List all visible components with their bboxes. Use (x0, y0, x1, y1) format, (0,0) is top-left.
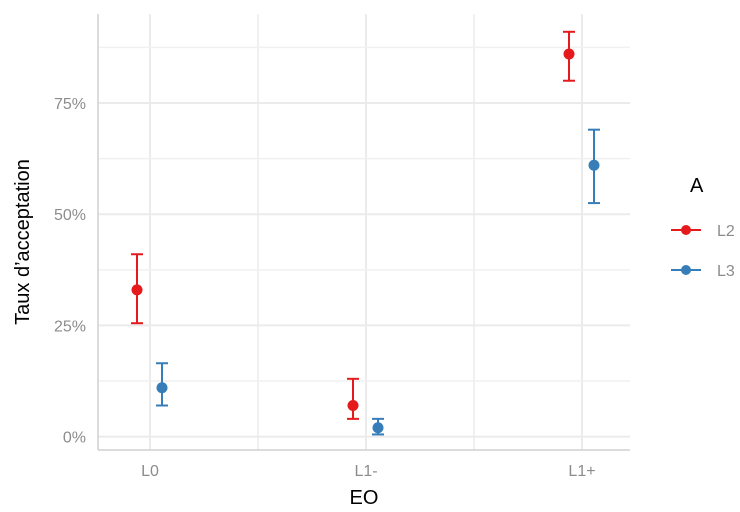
point-L3-L1- (372, 422, 384, 434)
x-tick-label: L1+ (568, 463, 595, 480)
x-tick-label: L1- (354, 463, 377, 480)
point-L2-L1- (347, 400, 359, 412)
legend-label: L3 (717, 263, 735, 280)
point-L3-L0 (156, 382, 168, 394)
y-tick-label: 25% (54, 318, 86, 335)
x-axis-title: EO (350, 487, 379, 509)
point-L3-L1+ (588, 159, 600, 171)
data-marks (131, 30, 600, 436)
y-tick-label: 0% (63, 430, 86, 447)
x-tick-labels: L0 L1- L1+ (141, 463, 595, 480)
axes (97, 14, 630, 451)
legend-key-point (681, 225, 691, 235)
point-L2-L0 (131, 284, 143, 296)
x-tick-label: L0 (141, 463, 159, 480)
legend-label: L2 (717, 223, 735, 240)
y-tick-label: 75% (54, 96, 86, 113)
legend-item-L3: L3 (671, 263, 735, 280)
error-bar-L2-L1- (347, 377, 359, 420)
y-tick-labels: 0% 25% 50% 75% (54, 96, 86, 447)
legend: A L2 L3 (671, 175, 735, 280)
y-axis-title: Taux d’acceptation (12, 159, 34, 325)
legend-key-point (681, 265, 691, 275)
legend-title: A (690, 175, 704, 197)
y-tick-label: 50% (54, 207, 86, 224)
legend-item-L2: L2 (671, 223, 735, 240)
point-L2-L1+ (563, 48, 575, 60)
grid (98, 14, 630, 450)
